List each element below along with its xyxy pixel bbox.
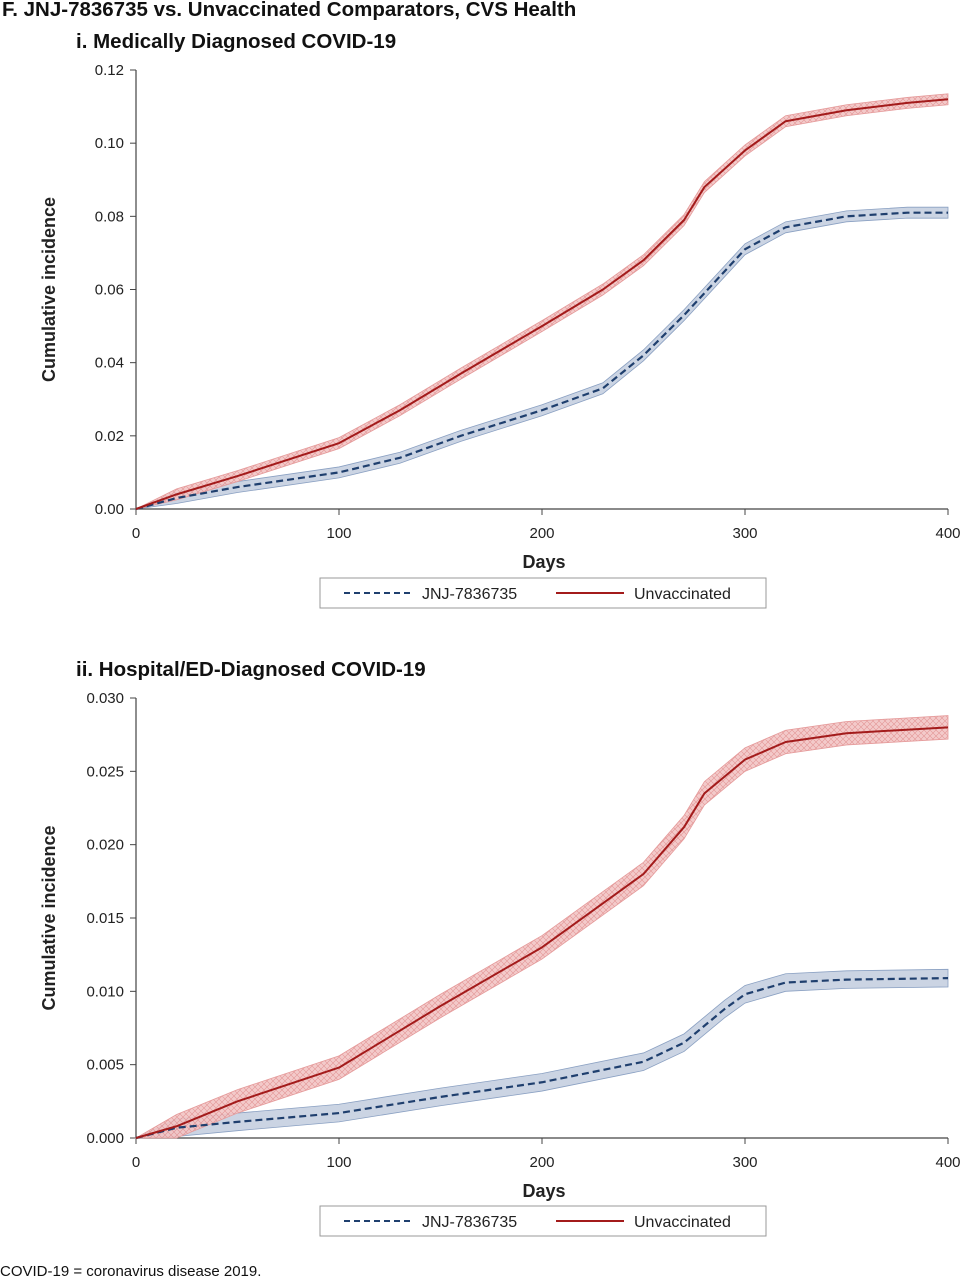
ci-band-jnj (135, 968, 949, 1139)
x-tick-label: 400 (935, 1154, 960, 1171)
y-tick-label: 0.015 (86, 910, 124, 927)
x-tick-label: 200 (529, 1154, 554, 1171)
chart-1-medically-diagnosed: 0.00 0.02 0.04 0.06 0.08 0.10 0.12 0 100 200 300 40… (39, 62, 961, 609)
y-tick-label: 0.04 (95, 355, 124, 372)
x-tick-label: 0 (132, 525, 140, 542)
x-tick-label: 300 (732, 525, 757, 542)
chart-2-title: ii. Hospital/ED-Diagnosed COVID-19 (76, 658, 426, 681)
y-tick-label: 0.12 (95, 62, 124, 79)
y-axis-title: Cumulative incidence (39, 825, 59, 1010)
y-tick-label: 0.020 (86, 837, 124, 854)
series-line-unvaccinated (135, 98, 949, 510)
y-tick-label: 0.025 (86, 763, 124, 780)
chart-2-hospital-ed-diagnosed: 0.000 0.005 0.010 0.015 0.020 0.025 0.030 0 100 2… (39, 690, 961, 1237)
series-line-jnj (135, 977, 949, 1140)
x-tick-label: 200 (529, 525, 554, 542)
legend-label-unvaccinated: Unvaccinated (634, 1214, 731, 1231)
legend-label-jnj: JNJ-7836735 (422, 1214, 517, 1231)
legend-label-jnj: JNJ-7836735 (422, 586, 517, 603)
y-tick-label: 0.06 (95, 282, 124, 299)
y-tick-label: 0.00 (95, 501, 124, 518)
chart-1-title: i. Medically Diagnosed COVID-19 (76, 30, 397, 53)
y-axis-title: Cumulative incidence (39, 197, 59, 382)
figure-title: F. JNJ-7836735 vs. Unvaccinated Comparat… (2, 0, 577, 21)
y-tick-label: 0.005 (86, 1057, 124, 1074)
ci-band-unvaccinated (135, 93, 949, 510)
y-tick-label: 0.08 (95, 208, 124, 225)
y-tick-label: 0.000 (86, 1130, 124, 1147)
legend-label-unvaccinated: Unvaccinated (634, 586, 731, 603)
y-tick-label: 0.030 (86, 690, 124, 707)
x-axis-title: Days (522, 1181, 565, 1201)
y-tick-label: 0.10 (95, 135, 124, 152)
x-tick-label: 100 (326, 1154, 351, 1171)
series-line-jnj (135, 211, 948, 511)
x-tick-label: 100 (326, 525, 351, 542)
footnote: COVID-19 = coronavirus disease 2019. (0, 1263, 262, 1280)
y-tick-label: 0.02 (95, 428, 124, 445)
y-tick-label: 0.010 (86, 983, 124, 1000)
x-tick-label: 400 (935, 525, 960, 542)
x-tick-label: 0 (132, 1154, 140, 1171)
x-axis-title: Days (522, 552, 565, 572)
series-line-unvaccinated (135, 726, 949, 1139)
x-tick-label: 300 (732, 1154, 757, 1171)
